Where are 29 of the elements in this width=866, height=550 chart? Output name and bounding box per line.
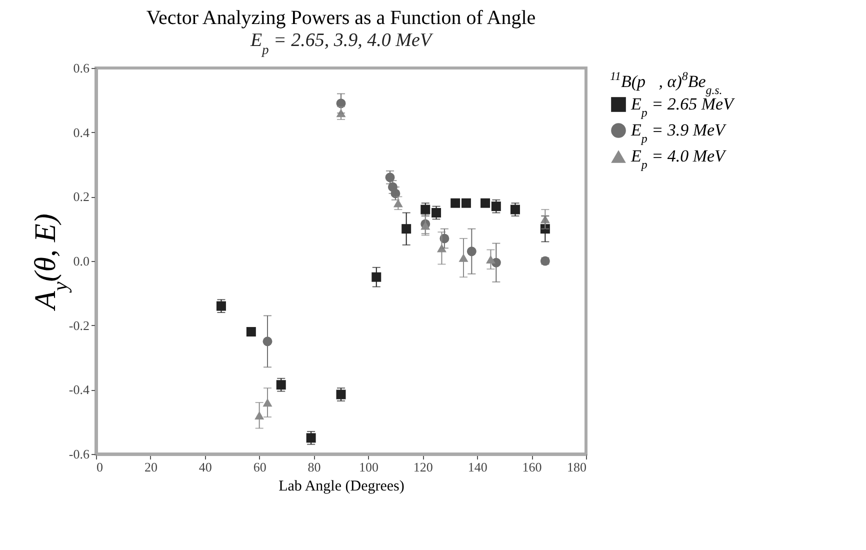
x-axis-title: Lab Angle (Degrees): [278, 478, 404, 494]
x-tick-label: 80: [308, 460, 321, 474]
y-tick-label: 0.0: [73, 254, 90, 268]
point: [306, 433, 316, 443]
x-tick-label: 100: [358, 460, 378, 474]
x-tick-label: 120: [413, 460, 433, 474]
y-tick-label: -0.2: [68, 318, 90, 333]
y-tick-label: -0.6: [68, 446, 90, 462]
chart-subtitle: E$_{p}$ = 2.65, 3.9, 4.0 MeV: [250, 30, 434, 56]
point: [432, 208, 442, 218]
y-tick-label: -0.4: [68, 382, 90, 398]
point: [491, 202, 501, 212]
legend-title: $^{11}$B(p⃗, α)$^{8}$Be$_{g.s.}$: [610, 69, 722, 97]
chart-title: Vector Analyzing Powers as a Function of Angle: [146, 7, 536, 29]
y-tick-label: 0.6: [73, 60, 90, 76]
x-tick-label: 160: [522, 460, 542, 474]
x-tick-label: 60: [253, 460, 266, 474]
point: [276, 380, 286, 390]
x-tick-label: 140: [468, 460, 488, 474]
point: [402, 224, 412, 234]
legend-label: E$_{p}$ = 3.9 MeV: [630, 120, 728, 146]
y-tick-label: 0.2: [73, 189, 90, 204]
x-tick-label: 40: [198, 460, 212, 474]
legend-label: E$_{p}$ = 4.0 MeV: [630, 146, 728, 172]
x-tick-label: 180: [567, 460, 586, 474]
x-tick-label: 20: [144, 460, 158, 474]
x-tick-label: 0: [96, 460, 103, 474]
point: [372, 272, 382, 282]
y-tick-label: 0.4: [73, 124, 90, 140]
